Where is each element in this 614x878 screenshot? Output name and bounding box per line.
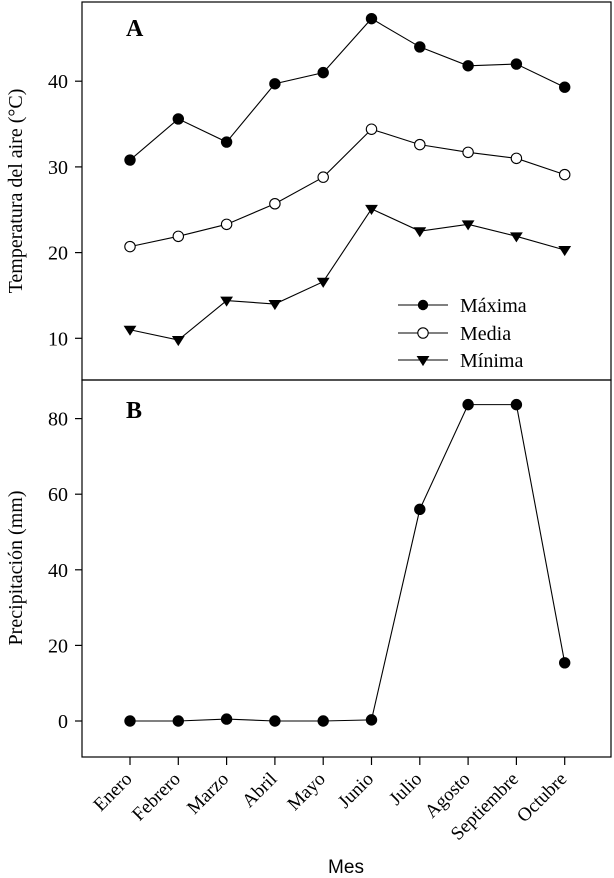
panel-a-point-minima-1: [123, 325, 137, 336]
panel-b-ylabel: Precipitación (mm): [5, 491, 27, 646]
panel-a-point-minima-10: [558, 246, 572, 257]
panel-a-point-minima-9: [510, 232, 523, 243]
panel-b-point-precipitacion-1: [124, 715, 136, 727]
x-tick-label-octubre: Octubre: [513, 769, 571, 827]
panel-a-point-minima-8: [461, 220, 475, 231]
panel-a-point-media-10: [558, 168, 571, 181]
panel-b-point-precipitacion-6: [365, 714, 378, 726]
panel-a-ytick-label-30: 30: [48, 157, 68, 179]
x-axis-title: Mes: [328, 857, 364, 878]
panel-a-point-media-6: [365, 123, 378, 135]
panel-a-point-minima-2: [171, 336, 185, 347]
panel-a-point-minima-4: [268, 300, 282, 311]
panel-b-point-precipitacion-7: [414, 503, 426, 516]
panel-a-point-maxima-7: [414, 41, 426, 53]
panel-b-point-precipitacion-3: [220, 713, 233, 725]
panel-b-ytick-label-40: 40: [48, 560, 68, 582]
panel-a-point-media-4: [269, 198, 281, 210]
panel-a-series-line-minima: [129, 208, 565, 341]
panel-a-point-media-5: [317, 171, 329, 183]
panel-a-label: A: [126, 16, 144, 42]
panel-a-ytick-label-40: 40: [48, 71, 68, 93]
x-tick-label-junio: Junio: [334, 769, 378, 813]
panel-a-point-maxima-3: [220, 136, 233, 148]
panel-b-point-precipitacion-5: [317, 715, 329, 727]
panel-a-point-media-1: [124, 240, 136, 253]
legend-marker-media: [417, 327, 429, 339]
panel-a-point-maxima-9: [510, 58, 523, 70]
panel-a-point-minima-6: [365, 204, 378, 215]
panel-a-ytick-label-10: 10: [48, 328, 68, 350]
panel-a-series-line-maxima: [129, 17, 565, 161]
panel-b-point-precipitacion-9: [510, 398, 523, 411]
panel-a-point-media-3: [220, 218, 233, 231]
x-tick-label-julio: Julio: [385, 769, 426, 810]
legend-marker-maxima: [417, 299, 429, 311]
panel-a-point-minima-7: [413, 227, 427, 238]
panel-a-point-minima-3: [220, 296, 233, 307]
panel-a-point-maxima-5: [317, 66, 329, 79]
panel-b-point-precipitacion-10: [559, 657, 571, 669]
panel-b-ytick-label-60: 60: [48, 484, 68, 506]
panel-a-point-maxima-6: [365, 12, 378, 25]
x-tick-label-abril: Abril: [238, 769, 281, 812]
panel-a-point-maxima-8: [462, 60, 474, 72]
panel-b-ytick-label-0: 0: [58, 711, 68, 733]
panel-b-point-precipitacion-2: [172, 715, 185, 727]
panel-a-point-maxima-1: [124, 154, 136, 166]
x-tick-label-marzo: Marzo: [183, 769, 233, 819]
legend-marker-minima: [416, 356, 430, 367]
panel-a-point-minima-5: [316, 277, 330, 288]
x-tick-label-mayo: Mayo: [284, 769, 330, 815]
legend-label-media: Media: [460, 323, 511, 345]
panel-a-ytick-label-20: 20: [48, 243, 68, 265]
panel-a-point-maxima-4: [269, 78, 281, 90]
panel-a-point-media-2: [172, 230, 185, 243]
panel-a-point-media-8: [462, 146, 474, 159]
legend-label-maxima: Máxima: [460, 295, 527, 317]
panel-a-ylabel: Temperatura del aire (°C): [5, 89, 27, 294]
panel-b-point-precipitacion-8: [462, 398, 474, 411]
panel-a-point-media-7: [414, 138, 426, 151]
panel-b-series-line-precipitacion: [130, 404, 566, 722]
panel-b-ytick-label-20: 20: [48, 635, 68, 657]
panel-b-ytick-label-80: 80: [48, 409, 68, 431]
panel-a-point-maxima-10: [559, 81, 571, 93]
panel-a-series-line-media: [129, 128, 565, 248]
panel-a-point-media-9: [510, 152, 523, 165]
legend-label-minima: Mínima: [460, 350, 523, 372]
panel-b-point-precipitacion-4: [269, 715, 281, 727]
x-tick-label-febrero: Febrero: [128, 769, 185, 826]
panel-b-frame: [81, 379, 612, 758]
panel-b-label: B: [126, 398, 142, 424]
panel-a-frame: [81, 1, 612, 381]
legend: Máxima Media Mínima: [398, 295, 527, 372]
panel-a-point-maxima-2: [172, 113, 185, 125]
